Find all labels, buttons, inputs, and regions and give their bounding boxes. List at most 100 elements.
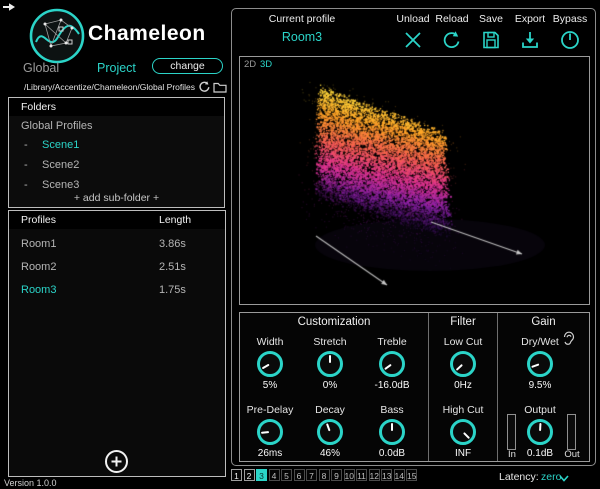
knob-pointer [455,363,463,371]
tab-project[interactable]: Project [97,61,136,75]
change-button[interactable]: change [152,58,223,74]
unload-label: Unload [396,13,430,25]
export-download-icon[interactable] [519,29,541,51]
open-folder-icon[interactable] [213,82,227,93]
profiles-panel: Profiles Length Room1 3.86s Room2 2.51s … [8,210,226,477]
channel-button-4[interactable]: 4 [268,469,280,481]
high-cut-label: High Cut [442,404,484,416]
collapse-arrow-icon[interactable] [2,2,16,12]
low-cut-label: Low Cut [443,336,483,348]
customization-title: Customization [297,316,371,328]
latency-label: Latency: [499,471,539,483]
reload-label: Reload [435,13,469,25]
folders-panel: Folders Global Profiles - Scene1 - Scene… [8,97,225,208]
high-cut-knob[interactable] [450,419,476,445]
width-value: 5% [262,380,278,391]
monitor-ear-icon[interactable] [562,331,576,347]
profiles-path: /Library/Accentize/Chameleon/Global Prof… [23,82,195,92]
column-header-length: Length [159,214,192,226]
current-profile-value: Room3 [281,30,323,44]
profile-row-name-selected[interactable]: Room3 [21,284,57,296]
pre-delay-label: Pre-Delay [246,404,294,416]
knob-pointer [531,363,540,369]
stretch-knob[interactable] [317,351,343,377]
channel-button-5[interactable]: 5 [281,469,292,481]
width-label: Width [256,336,284,348]
channel-button-1[interactable]: 1 [231,469,242,481]
bass-knob[interactable] [379,419,405,445]
unload-x-icon[interactable] [402,29,424,51]
dry-wet-knob[interactable] [527,351,553,377]
floppy-save-icon[interactable] [480,29,502,51]
add-profile-button[interactable] [104,449,129,474]
treble-knob[interactable] [379,351,405,377]
knob-pointer [384,363,392,371]
profile-row-name[interactable]: Room2 [21,261,57,273]
input-level-meter [507,414,516,450]
folder-item-dash: - [24,139,28,151]
bass-value: 0.0dB [378,448,406,459]
chevron-down-icon[interactable] [559,475,569,482]
pre-delay-knob[interactable] [257,419,283,445]
folder-item-scene2[interactable]: Scene2 [42,159,80,171]
treble-value: -16.0dB [374,380,410,391]
meter-in-label: In [508,449,516,460]
profile-row-length: 3.86s [159,238,186,250]
output-label: Output [524,404,556,416]
save-label: Save [479,13,503,25]
knob-pointer [463,432,471,440]
reload-refresh-icon[interactable] [441,29,463,51]
output-value: 0.1dB [526,448,554,459]
knob-pointer [260,431,270,434]
width-knob[interactable] [257,351,283,377]
filter-title: Filter [450,316,476,328]
meter-out-label: Out [564,449,580,460]
gain-title: Gain [531,316,556,328]
low-cut-value: 0Hz [454,380,472,391]
tab-2d[interactable]: 2D [244,59,257,70]
channel-button-2[interactable]: 2 [243,469,255,481]
add-subfolder-button[interactable]: + add sub-folder + [73,192,160,204]
channel-button-12[interactable]: 12 [368,469,380,481]
refresh-path-icon[interactable] [198,80,211,93]
stretch-label: Stretch [313,336,347,348]
channel-button-8[interactable]: 8 [318,469,330,481]
channel-button-3[interactable]: 3 [256,469,267,481]
knob-pointer [329,355,331,363]
channel-button-9[interactable]: 9 [331,469,342,481]
output-level-meter [567,414,576,450]
app-title: Chameleon [88,22,206,45]
tab-global[interactable]: Global [23,61,60,75]
tab-3d[interactable]: 3D [260,59,273,70]
channel-button-11[interactable]: 11 [356,469,367,481]
channel-button-14[interactable]: 14 [393,469,405,481]
decay-value: 46% [319,448,340,459]
output-knob[interactable] [527,419,553,445]
channel-button-7[interactable]: 7 [306,469,317,481]
decay-knob[interactable] [317,419,343,445]
ir-scatter-canvas[interactable] [240,57,589,304]
bass-label: Bass [380,404,404,416]
treble-label: Treble [377,336,407,348]
channel-button-13[interactable]: 13 [381,469,392,481]
latency-value[interactable]: zero [541,471,562,483]
stretch-value: 0% [322,380,338,391]
dry-wet-value: 9.5% [528,380,552,391]
knob-pointer [539,422,542,432]
channel-button-6[interactable]: 6 [293,469,305,481]
dry-wet-label: Dry/Wet [521,336,559,348]
app-logo-icon [29,8,85,64]
knob-pointer [261,363,270,370]
channel-button-15[interactable]: 15 [406,469,417,481]
folder-item-scene1[interactable]: Scene1 [42,139,80,151]
pre-delay-value: 26ms [257,448,283,459]
channel-button-10[interactable]: 10 [343,469,355,481]
profile-row-name[interactable]: Room1 [21,238,57,250]
folder-item-root[interactable]: Global Profiles [21,120,93,132]
low-cut-knob[interactable] [450,351,476,377]
profiles-table-header: Profiles Length [9,211,225,229]
folder-item-scene3[interactable]: Scene3 [42,179,80,191]
bypass-power-icon[interactable] [559,29,581,51]
column-header-profiles: Profiles [21,214,57,226]
folder-item-dash: - [24,159,28,171]
